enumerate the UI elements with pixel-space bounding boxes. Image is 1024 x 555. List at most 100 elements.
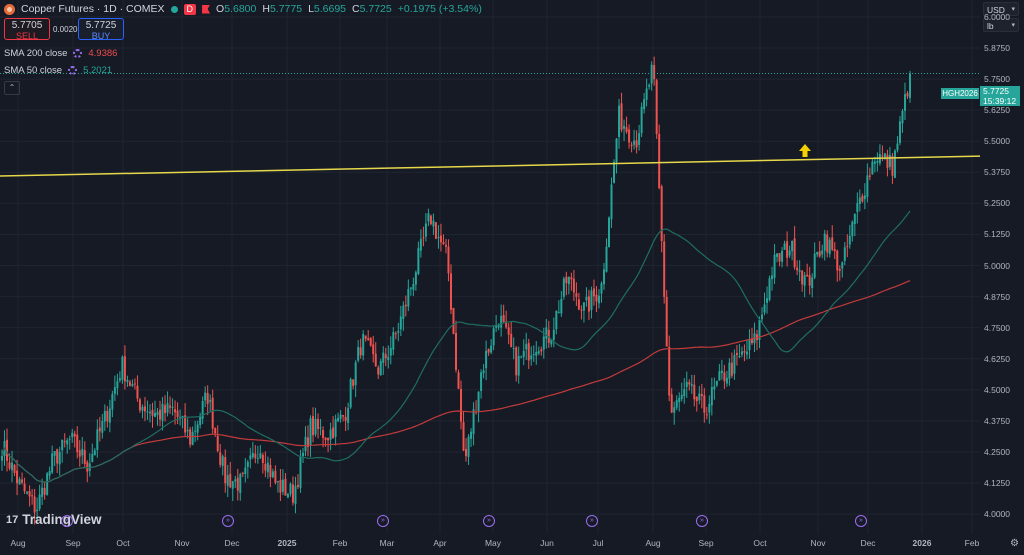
candle-body [630,144,633,147]
price-tick-label: 4.5000 [984,384,1010,395]
event-icon[interactable]: » [696,515,708,527]
indicator-settings-icon[interactable] [73,49,83,58]
candle-body [347,408,350,424]
candle-body [868,175,871,177]
candle-body [214,428,217,434]
last-price-symbol-tag: HGH2026 [941,88,979,99]
candle-body [693,384,696,400]
candle-body [148,411,151,414]
candle-body [861,196,864,202]
settings-gear-icon[interactable]: ⚙ [1010,538,1019,549]
chevron-down-icon: ▾ [1011,22,1015,29]
tradingview-logo[interactable]: 17 TradingView [6,512,102,527]
candle-body [866,175,869,197]
currency-select[interactable]: USD ▾ [983,2,1019,16]
chart-svg[interactable] [0,0,981,534]
candle-body [613,161,616,183]
candle-body [43,488,46,495]
time-tick-label: Jul [592,538,604,548]
candle-body [327,437,330,441]
candle-body [98,427,101,432]
candle-body [535,351,538,356]
candle-body [384,354,387,359]
price-axis[interactable]: USD ▾ lb ▾ 6.0000 5.8750 5.7500 5.6250 5.500… [980,0,1024,555]
candle-body [31,495,34,497]
candle-body [68,438,71,440]
candle-body [211,397,214,429]
price-tick-label: 5.5000 [984,136,1010,147]
collapse-legend-icon[interactable]: ⌃ [4,81,20,95]
candle-body [517,355,520,376]
candle-body [184,415,187,433]
candle-body [221,456,224,466]
candle-body [490,345,493,353]
candle-body [625,127,628,132]
indicator-settings-icon[interactable] [68,66,78,75]
time-axis[interactable]: Aug Sep Oct Nov Dec 2025 Feb Mar Apr May Jun Jul Aug… [0,534,980,555]
candle-body [48,470,51,476]
candle-body [796,267,799,271]
event-icon[interactable]: » [377,515,389,527]
unit-select[interactable]: lb ▾ [983,18,1019,32]
candle-body [886,154,889,168]
candle-body [803,275,806,286]
indicator-sma200[interactable]: SMA 200 close 4.9386 [4,48,117,59]
candle-body [602,269,605,285]
candle-body [349,379,352,408]
candle-body [565,276,568,283]
candle-body [718,371,721,381]
candle-body [246,461,249,467]
candle-body [372,344,375,355]
trendline [0,155,981,177]
candle-body [525,344,528,350]
candle-body [444,244,447,247]
candle-body [304,436,307,452]
candle-body [788,250,791,256]
candle-body [552,329,555,340]
candle-body [319,427,322,429]
candle-body [783,243,786,250]
indicator-sma50[interactable]: SMA 50 close 5.2021 [4,65,112,76]
candle-body [53,451,56,456]
candle-body [138,399,141,411]
candle-body [201,401,204,419]
candle-body [113,387,116,394]
candle-body [164,405,167,414]
candle-body [560,298,563,314]
ohlc-high: H5.7775 [262,3,303,15]
candle-body [828,239,831,255]
buy-button[interactable]: 5.7725 BUY [78,18,124,41]
event-icon[interactable]: » [222,515,234,527]
candle-body [264,463,267,471]
event-icon[interactable]: » [586,515,598,527]
candle-body [730,362,733,376]
candle-body [379,361,382,376]
candle-body [638,133,641,145]
chart-plot-area[interactable]: Copper Futures · 1D · COMEX D O5.6800 H5… [0,0,1018,534]
candle-body [442,242,445,245]
event-icon[interactable]: » [855,515,867,527]
time-tick-label: Aug [10,538,26,548]
candle-body [590,290,593,310]
candle-body [209,400,212,402]
candle-body [881,155,884,157]
candle-body [766,298,769,303]
flag-icon[interactable] [202,4,211,14]
sell-button[interactable]: 5.7705 SELL [4,18,50,41]
candle-body [101,420,104,433]
candle-body [231,481,234,489]
event-icon[interactable]: » [61,515,73,527]
candle-body [903,94,906,111]
candle-body [111,394,114,410]
symbol-title[interactable]: Copper Futures · 1D · COMEX [21,3,165,15]
candle-body [409,287,412,289]
chart-header: Copper Futures · 1D · COMEX D O5.6800 H5… [4,3,482,15]
candle-body [36,509,39,512]
candle-body [219,452,222,465]
candle-body [587,296,590,312]
candle-body [740,351,743,355]
unit-value: lb [987,21,994,31]
candle-body [362,333,365,356]
candle-body [791,240,794,252]
event-icon[interactable]: » [483,515,495,527]
